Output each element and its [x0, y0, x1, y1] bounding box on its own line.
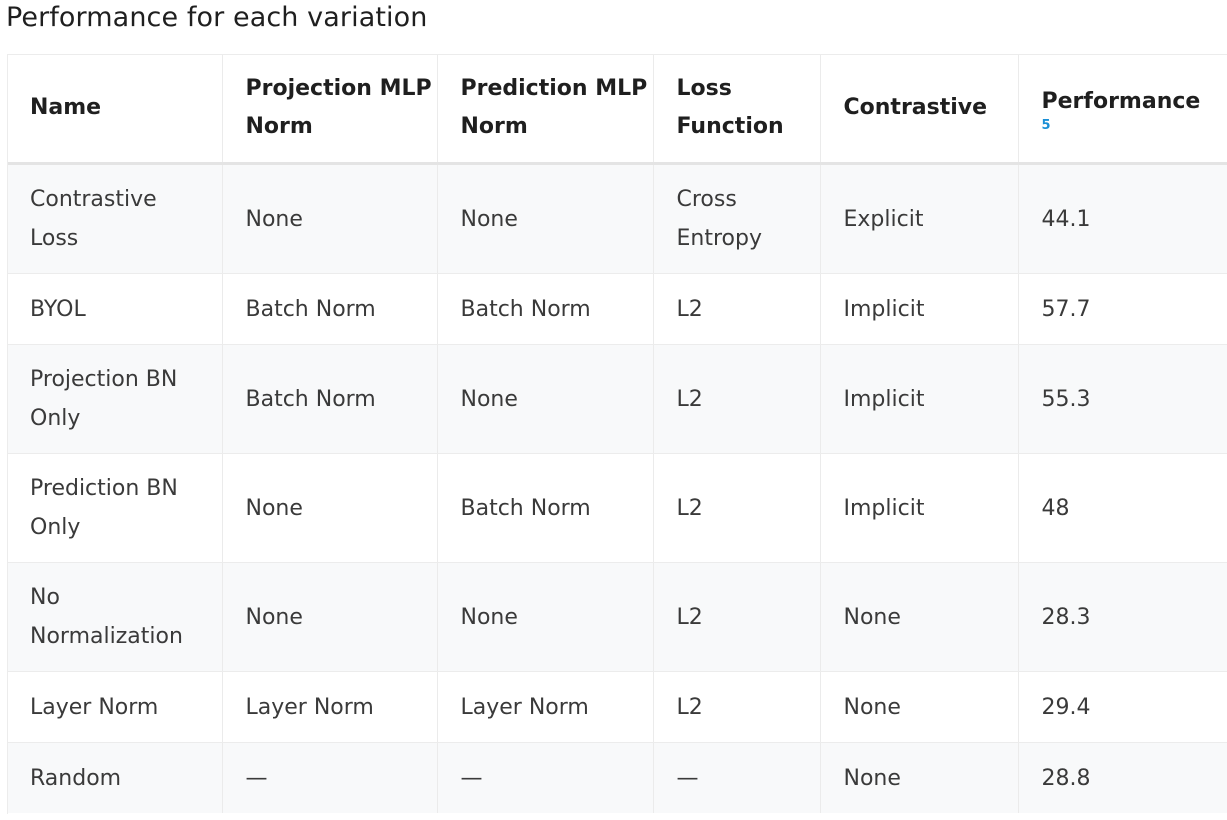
cell-loss: L2	[653, 671, 821, 743]
header-contrastive: Contrastive	[820, 54, 1019, 165]
cell-prediction: Batch Norm	[437, 273, 654, 345]
cell-prediction: None	[437, 344, 654, 454]
cell-performance: 57.7	[1018, 273, 1227, 345]
header-performance-label: Performance	[1041, 89, 1201, 114]
cell-performance: 44.1	[1018, 163, 1227, 274]
cell-name: Projection BN Only	[7, 344, 223, 454]
header-loss-function: Loss Function	[653, 54, 821, 165]
cell-contrastive: None	[820, 671, 1019, 743]
cell-projection: Batch Norm	[222, 273, 438, 345]
cell-prediction: None	[437, 163, 654, 274]
cell-loss: —	[653, 742, 821, 813]
cell-projection: —	[222, 742, 438, 813]
variation-table-wrapper: Name Projection MLP Norm Prediction MLP …	[7, 54, 1227, 814]
cell-projection: None	[222, 562, 438, 672]
cell-prediction: Layer Norm	[437, 671, 654, 743]
table-row: Random — — — None 28.8	[7, 742, 1227, 813]
cell-name: BYOL	[7, 273, 223, 345]
cell-contrastive: Implicit	[820, 453, 1019, 563]
table-row: Contrastive Loss None None Cross Entropy…	[7, 163, 1227, 274]
cell-contrastive: None	[820, 562, 1019, 672]
cell-projection: Layer Norm	[222, 671, 438, 743]
cell-loss: L2	[653, 453, 821, 563]
cell-loss: L2	[653, 344, 821, 454]
cell-prediction: Batch Norm	[437, 453, 654, 563]
cell-performance: 55.3	[1018, 344, 1227, 454]
cell-prediction: —	[437, 742, 654, 813]
table-row: Layer Norm Layer Norm Layer Norm L2 None…	[7, 671, 1227, 743]
cell-loss: Cross Entropy	[653, 163, 821, 274]
cell-name: Prediction BN Only	[7, 453, 223, 563]
cell-projection: Batch Norm	[222, 344, 438, 454]
table-row: Prediction BN Only None Batch Norm L2 Im…	[7, 453, 1227, 563]
cell-contrastive: Implicit	[820, 344, 1019, 454]
variation-performance-table: Name Projection MLP Norm Prediction MLP …	[7, 54, 1227, 813]
header-prediction-mlp-norm: Prediction MLP Norm	[437, 54, 654, 165]
cell-performance: 48	[1018, 453, 1227, 563]
cell-loss: L2	[653, 273, 821, 345]
cell-performance: 29.4	[1018, 671, 1227, 743]
table-row: No Normalization None None L2 None 28.3	[7, 562, 1227, 672]
header-name: Name	[7, 54, 223, 165]
page-title: Performance for each variation	[6, 2, 428, 33]
table-row: Projection BN Only Batch Norm None L2 Im…	[7, 344, 1227, 454]
cell-name: Layer Norm	[7, 671, 223, 743]
cell-name: No Normalization	[7, 562, 223, 672]
table-row: BYOL Batch Norm Batch Norm L2 Implicit 5…	[7, 273, 1227, 345]
cell-loss: L2	[653, 562, 821, 672]
table-header-row: Name Projection MLP Norm Prediction MLP …	[7, 54, 1227, 165]
cell-name: Random	[7, 742, 223, 813]
header-projection-mlp-norm: Projection MLP Norm	[222, 54, 438, 165]
performance-reference-link[interactable]: 5	[1041, 118, 1051, 133]
table-body: Contrastive Loss None None Cross Entropy…	[7, 163, 1227, 813]
cell-projection: None	[222, 163, 438, 274]
cell-performance: 28.3	[1018, 562, 1227, 672]
cell-name: Contrastive Loss	[7, 163, 223, 274]
cell-prediction: None	[437, 562, 654, 672]
cell-contrastive: Implicit	[820, 273, 1019, 345]
cell-performance: 28.8	[1018, 742, 1227, 813]
cell-projection: None	[222, 453, 438, 563]
cell-contrastive: None	[820, 742, 1019, 813]
cell-contrastive: Explicit	[820, 163, 1019, 274]
header-performance: Performance 5	[1018, 54, 1227, 165]
